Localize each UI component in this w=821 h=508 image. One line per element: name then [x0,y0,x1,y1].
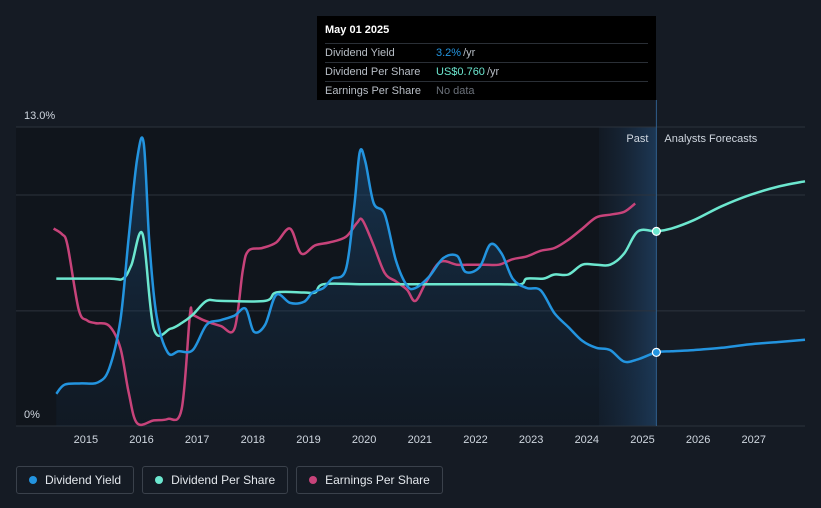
tooltip-value: US$0.760 [436,66,485,78]
legend-label: Earnings Per Share [325,473,430,487]
dividend-yield-line [55,136,806,395]
y-tick-bottom: 0% [24,409,40,421]
x-tick-label: 2019 [296,434,320,446]
x-tick-label: 2027 [742,434,766,446]
past-label: Past [626,133,648,145]
x-tick-label: 2025 [630,434,654,446]
x-tick-label: 2015 [74,434,98,446]
legend: Dividend Yield Dividend Per Share Earnin… [16,466,443,494]
dividend-per-share-dot-icon [155,476,164,484]
tooltip-row-earnings-per-share: Earnings Per Share No data [325,81,648,100]
x-tick-label: 2021 [408,434,432,446]
tooltip-value: No data [436,85,475,97]
x-tick-label: 2016 [129,434,153,446]
dividend-yield-marker [651,347,661,357]
tooltip-label: Dividend Per Share [325,66,421,78]
x-tick-label: 2018 [241,434,265,446]
forecast-label: Analysts Forecasts [664,133,757,145]
tooltip: May 01 2025 Dividend Yield 3.2% /yr Divi… [317,16,656,100]
dividend-yield-area [56,137,657,427]
x-tick-label: 2020 [352,434,376,446]
legend-label: Dividend Yield [45,473,122,487]
dividend-per-share-marker [651,226,661,236]
y-tick-top: 13.0% [24,110,55,122]
earnings-per-share-dot-icon [309,476,318,484]
tooltip-value: 3.2% [436,47,462,59]
tooltip-row-dividend-yield: Dividend Yield 3.2% /yr [325,43,648,62]
tooltip-row-dividend-per-share: Dividend Per Share US$0.760 /yr [325,62,648,81]
tooltip-unit: /yr [486,66,500,78]
legend-dividend-yield[interactable]: Dividend Yield [16,466,135,494]
tooltip-unit: /yr [463,47,476,59]
legend-earnings-per-share[interactable]: Earnings Per Share [296,466,443,494]
x-tick-label: 2023 [519,434,543,446]
dividend-yield-dot-icon [29,476,37,484]
legend-dividend-per-share[interactable]: Dividend Per Share [142,466,289,494]
x-tick-label: 2022 [463,434,487,446]
dividend-per-share-line [56,180,806,338]
tooltip-date: May 01 2025 [325,24,390,36]
x-tick-label: 2024 [575,434,599,446]
earnings-per-share-line [52,202,636,427]
tooltip-label: Dividend Yield [325,47,395,59]
legend-label: Dividend Per Share [171,473,276,487]
tooltip-label: Earnings Per Share [325,85,421,97]
x-tick-label: 2026 [686,434,710,446]
x-tick-label: 2017 [185,434,209,446]
